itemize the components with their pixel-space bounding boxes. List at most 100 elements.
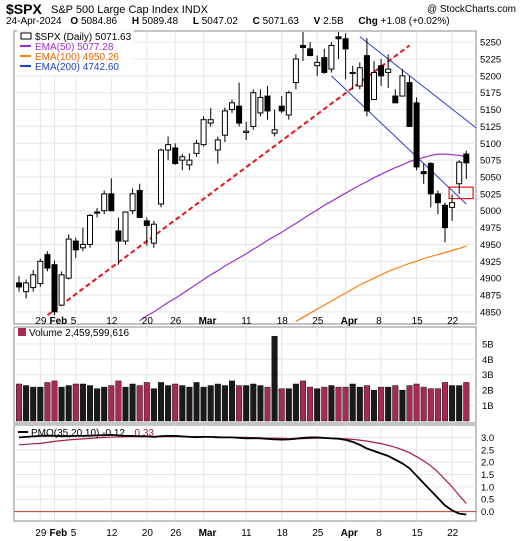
candle-body <box>58 274 65 306</box>
volume-axis: 5B 4B 3B 2B 1B <box>482 339 494 412</box>
candle-body <box>307 48 314 57</box>
volume-bar <box>186 386 193 422</box>
candle-body <box>158 149 164 205</box>
volume-bar <box>349 383 356 422</box>
price-tick-label: 4950 <box>480 240 501 251</box>
pmo-grid <box>14 425 476 521</box>
copyright-text: @ StockCharts.com <box>426 4 516 15</box>
annotations <box>46 36 477 317</box>
candle-body <box>214 139 221 151</box>
quote-date: 24-Apr-2024 <box>6 16 62 27</box>
volume-bar <box>157 382 164 422</box>
candle-body <box>427 163 434 195</box>
x-tick-label: 26 <box>170 316 182 327</box>
candle-body <box>463 153 470 164</box>
volume-bar <box>179 385 186 422</box>
volume-bar <box>79 383 86 422</box>
volume-bar <box>285 388 292 422</box>
x-tick-label: 25 <box>312 528 324 539</box>
candle-body <box>385 68 392 73</box>
candle-body <box>23 282 30 293</box>
price-tick-label: 5025 <box>480 189 501 200</box>
candle-body <box>449 202 456 208</box>
volume-bar <box>456 385 463 422</box>
candle-body <box>16 282 22 288</box>
volume-bar <box>86 385 93 422</box>
candle-body <box>413 102 420 168</box>
x-tick-label: Mar <box>199 316 217 327</box>
candle-body <box>271 129 278 134</box>
volume-bar <box>385 386 392 422</box>
x-tick-label: 5 <box>71 528 77 539</box>
candle-body <box>179 156 186 161</box>
candle-body <box>442 204 448 229</box>
x-tick-label: 11 <box>241 528 252 539</box>
candle-body <box>172 147 179 165</box>
ticker-symbol: $SPX <box>6 1 42 17</box>
candle-body <box>79 243 86 249</box>
volume-tick-label: 2B <box>482 386 494 397</box>
volume-bar <box>101 386 108 422</box>
candle-body <box>420 171 427 175</box>
volume-bar <box>115 380 122 422</box>
volume-bar <box>271 335 278 422</box>
candle-body <box>236 105 243 124</box>
volume-bar <box>292 383 299 422</box>
price-tick-label: 5000 <box>480 206 501 217</box>
candle-body <box>186 159 193 166</box>
volume-bar <box>264 386 271 422</box>
quote-low: L 5047.02 <box>192 16 238 27</box>
candle-body <box>115 230 122 242</box>
quote-line: 24-Apr-2024 O 5084.86 H 5089.48 L 5047.0… <box>6 16 462 27</box>
candle-body <box>87 214 93 245</box>
volume-bar <box>250 383 257 422</box>
volume-bar <box>207 385 214 422</box>
candle-body <box>321 57 328 73</box>
volume-bar <box>172 383 179 422</box>
chart-header: $SPX S&P 500 Large Cap Index INDX @ Stoc… <box>0 0 524 31</box>
volume-bar <box>221 385 228 422</box>
volume-tick-label: 1B <box>482 401 494 412</box>
candle-body <box>363 55 370 112</box>
legend-ema100: EMA(100) 4950.26 <box>35 52 119 63</box>
volume-bar <box>463 382 470 422</box>
x-tick-label: 15 <box>412 528 424 539</box>
candle-body <box>349 71 356 74</box>
volume-bar <box>214 383 221 422</box>
volume-bar <box>278 388 285 422</box>
candle-body <box>292 58 299 84</box>
candle-body <box>257 96 264 114</box>
volume-bar <box>236 385 243 422</box>
candle-body <box>165 144 172 151</box>
trendline-support <box>46 44 411 317</box>
volume-tick-label: 4B <box>482 355 494 366</box>
quote-close: C 5071.63 <box>252 16 299 27</box>
candle-body <box>108 193 115 212</box>
candle-body <box>72 240 79 251</box>
quote-volume: V 2.5B <box>313 16 344 27</box>
ema50-line <box>139 153 467 322</box>
price-legend: $SPX (Daily) 5071.63 EMA(50) 5077.28 EMA… <box>17 30 134 75</box>
volume-bar <box>65 385 72 422</box>
volume-bar <box>356 386 363 422</box>
volume-bar <box>51 380 58 422</box>
x-tick-label: Mar <box>199 528 217 539</box>
pmo-line <box>18 433 467 516</box>
pmo-panel <box>13 424 477 522</box>
candle-body <box>250 92 257 127</box>
volume-bar <box>399 389 406 422</box>
pmo-tick-label: 3.0 <box>481 433 494 444</box>
volume-bar <box>108 385 115 422</box>
pmo-tick-label: 1.0 <box>481 482 494 493</box>
volume-bar <box>129 383 136 422</box>
x-tick-label: Apr <box>341 316 358 327</box>
pmo-title: PMO(35,20,10) -0.12, <box>31 428 128 439</box>
x-tick-label: 20 <box>142 528 154 539</box>
x-tick-label: Apr <box>341 528 358 539</box>
x-tick-label: 18 <box>277 528 289 539</box>
volume-bar <box>193 382 200 422</box>
volume-bar <box>44 382 51 422</box>
candle-body <box>456 161 463 185</box>
x-tick-label: 25 <box>312 316 324 327</box>
volume-bar <box>37 386 44 422</box>
